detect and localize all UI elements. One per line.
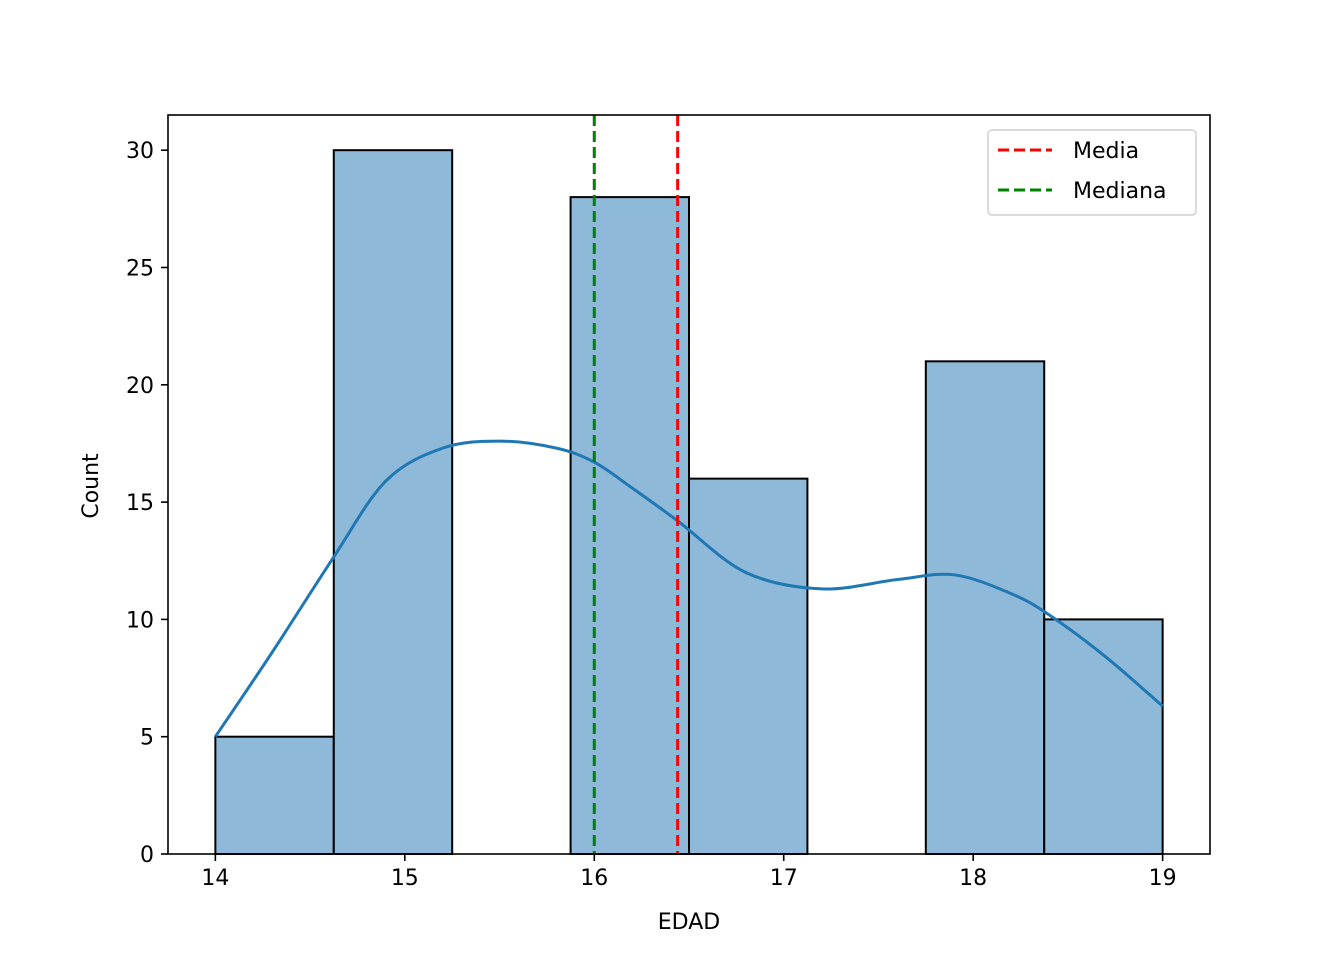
histogram-bar <box>1043 618 1164 856</box>
y-tick-label: 15 <box>126 491 154 516</box>
x-tick-label: 17 <box>770 866 798 891</box>
histogram-bar <box>214 735 335 856</box>
x-axis-label: EDAD <box>658 910 720 935</box>
legend: Media Mediana <box>987 129 1197 216</box>
kde-curve <box>214 439 1164 738</box>
y-tick-label: 0 <box>140 843 154 868</box>
histogram-bar <box>924 360 1046 855</box>
histogram-bar <box>688 477 809 855</box>
y-tick-label: 30 <box>126 139 154 164</box>
legend-media-label: Media <box>1073 139 1139 164</box>
x-tick-label: 14 <box>201 866 229 891</box>
y-tick-label: 5 <box>140 726 154 751</box>
legend-mediana-label: Mediana <box>1073 179 1167 204</box>
y-axis-label: Count <box>79 453 104 519</box>
histogram-bar <box>569 196 690 856</box>
y-tick-label: 10 <box>126 608 154 633</box>
axes-frame <box>167 114 1211 855</box>
y-tick-label: 25 <box>126 256 154 281</box>
x-tick-label: 15 <box>391 866 419 891</box>
y-tick-label: 20 <box>126 374 154 399</box>
x-tick-label: 19 <box>1149 866 1177 891</box>
x-tick-label: 16 <box>580 866 608 891</box>
x-tick-label: 18 <box>959 866 987 891</box>
histogram-bar <box>332 149 454 855</box>
